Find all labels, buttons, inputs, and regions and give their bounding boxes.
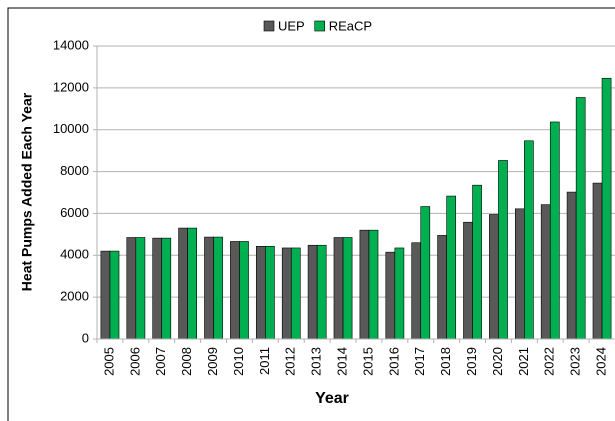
bar bbox=[100, 250, 111, 340]
x-tick-label: 2011 bbox=[257, 347, 272, 375]
x-tick-label: 2024 bbox=[593, 347, 608, 376]
bar bbox=[204, 236, 214, 340]
bar bbox=[592, 182, 603, 340]
legend-label: UEP bbox=[278, 18, 305, 33]
bar bbox=[213, 236, 223, 340]
bar bbox=[540, 204, 551, 340]
x-tick-label: 2021 bbox=[516, 347, 531, 376]
x-tick-label: 2014 bbox=[334, 347, 349, 376]
legend-swatch bbox=[314, 20, 326, 32]
bar bbox=[255, 245, 266, 340]
bar bbox=[489, 214, 499, 340]
bar bbox=[109, 250, 120, 340]
bar bbox=[265, 245, 275, 340]
bar bbox=[411, 242, 422, 340]
x-tick-label: 2012 bbox=[283, 347, 298, 376]
bar bbox=[514, 208, 525, 340]
bar bbox=[161, 237, 172, 340]
x-tick-label: 2023 bbox=[568, 347, 583, 376]
bar bbox=[368, 229, 379, 340]
bar bbox=[230, 241, 240, 340]
x-tick-label: 2007 bbox=[153, 347, 168, 376]
x-tick-label: 2008 bbox=[179, 347, 194, 376]
x-tick-label: 2009 bbox=[205, 347, 220, 376]
bar bbox=[290, 247, 301, 340]
x-tick-label: 2016 bbox=[386, 347, 401, 376]
x-tick-label: 2019 bbox=[464, 347, 479, 376]
bar bbox=[333, 237, 344, 340]
x-tick-label: 2013 bbox=[309, 347, 324, 376]
x-tick-label: 2006 bbox=[127, 347, 142, 376]
bar bbox=[566, 191, 577, 340]
x-tick-label: 2005 bbox=[101, 347, 116, 376]
bar bbox=[437, 235, 447, 340]
bar bbox=[463, 221, 473, 340]
bar bbox=[385, 251, 396, 340]
bar bbox=[316, 244, 327, 340]
y-tick-label: 2000 bbox=[60, 289, 89, 304]
y-tick-label: 14000 bbox=[53, 37, 89, 52]
y-axis-label: Heat Pumps Added Each Year bbox=[19, 92, 35, 291]
chart-frame bbox=[7, 7, 615, 421]
y-tick-label: 6000 bbox=[60, 205, 89, 220]
bar bbox=[239, 241, 249, 340]
bar bbox=[498, 160, 508, 340]
legend-swatch bbox=[263, 20, 275, 32]
y-tick-label: 12000 bbox=[53, 79, 89, 94]
bar bbox=[281, 247, 292, 340]
bar bbox=[524, 140, 534, 340]
bar bbox=[307, 244, 318, 340]
x-tick-label: 2010 bbox=[231, 347, 246, 376]
bar bbox=[446, 195, 457, 340]
legend-label: REaCP bbox=[329, 18, 372, 33]
y-tick-label: 8000 bbox=[60, 163, 89, 178]
bar bbox=[126, 237, 137, 340]
bar bbox=[575, 97, 586, 340]
y-tick-label: 10000 bbox=[53, 121, 89, 136]
x-tick-label: 2018 bbox=[438, 347, 453, 376]
x-axis-label: Year bbox=[315, 390, 349, 407]
y-tick-label: 0 bbox=[82, 330, 89, 345]
bar bbox=[178, 227, 188, 340]
x-tick-label: 2020 bbox=[490, 347, 505, 376]
bar bbox=[187, 227, 198, 340]
x-tick-label: 2017 bbox=[412, 347, 427, 376]
bar bbox=[420, 206, 431, 340]
bar bbox=[135, 237, 146, 340]
bar bbox=[601, 77, 612, 340]
bar bbox=[472, 184, 482, 340]
y-tick-label: 4000 bbox=[60, 247, 89, 262]
bar bbox=[549, 121, 560, 340]
x-tick-label: 2022 bbox=[542, 347, 557, 376]
bar bbox=[394, 247, 405, 340]
x-tick-label: 2015 bbox=[360, 347, 375, 376]
bar bbox=[152, 237, 163, 340]
bar bbox=[342, 237, 353, 340]
bar bbox=[359, 229, 370, 340]
